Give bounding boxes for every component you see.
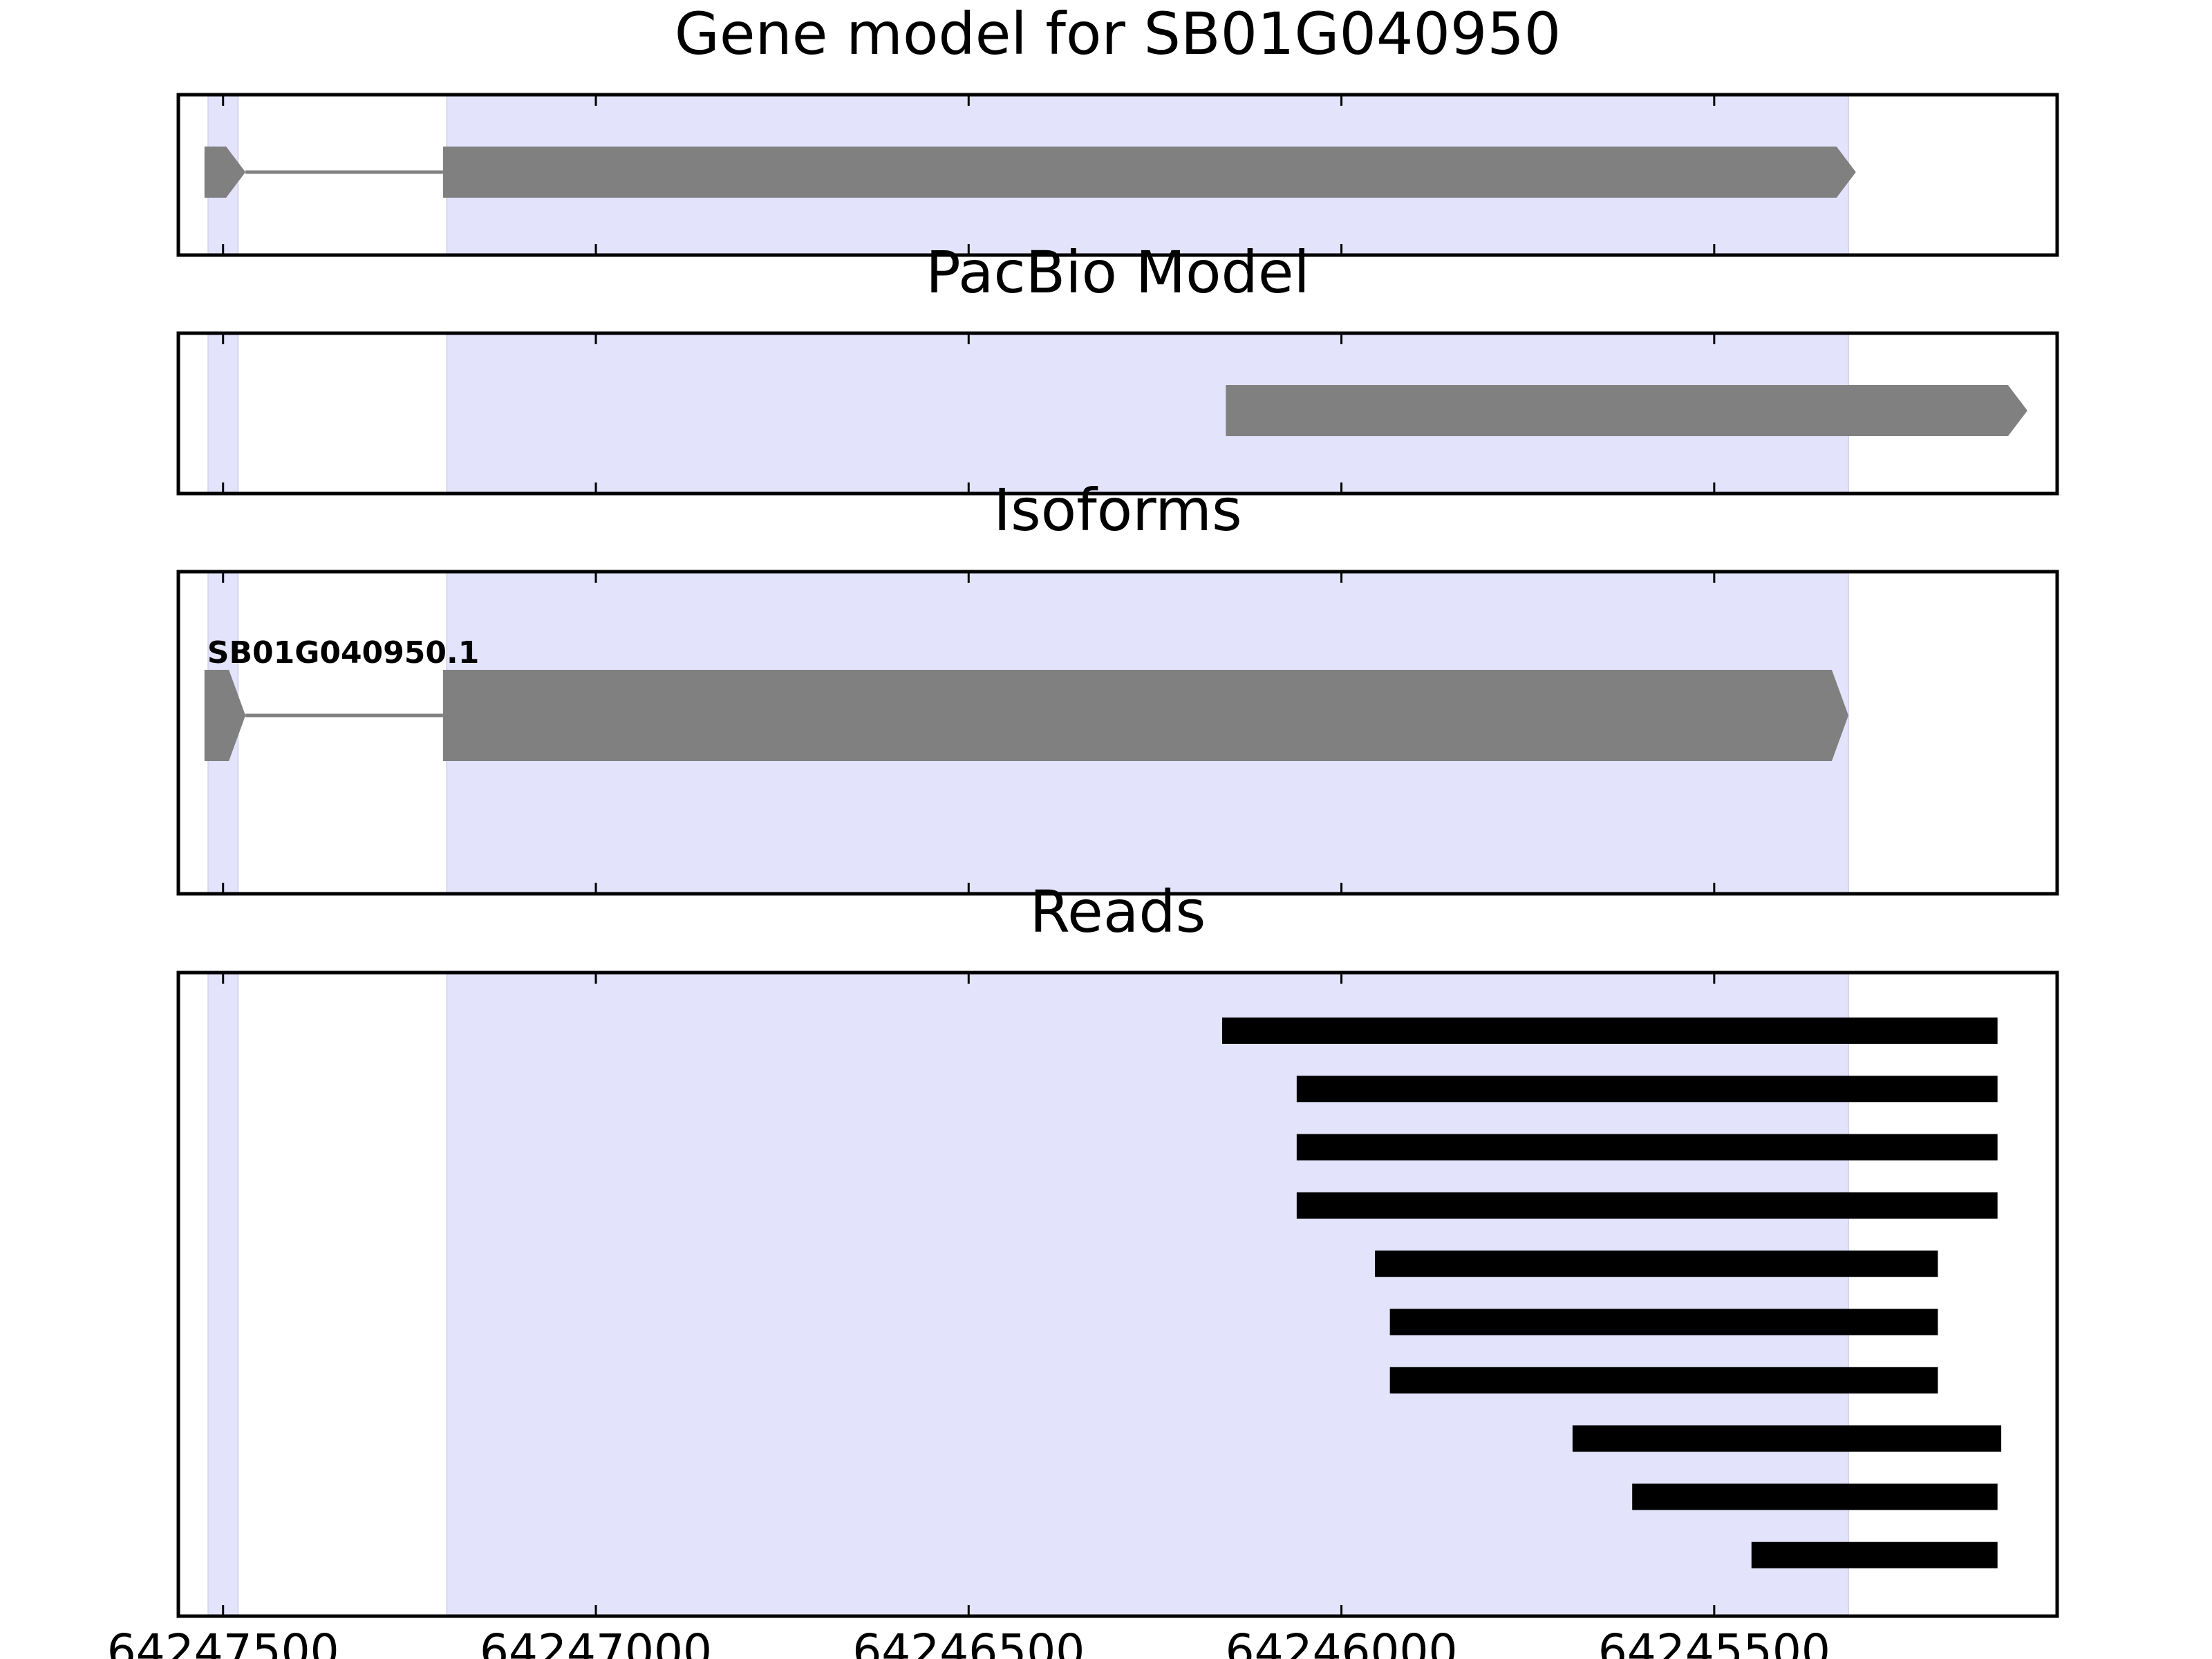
read-bar	[1632, 1483, 1998, 1510]
isoform-label: SB01G040950.1	[207, 635, 480, 671]
panel-isoforms: Isoforms SB01G040950.1	[176, 476, 2059, 896]
read-bar	[1572, 1425, 2002, 1452]
x-tick-label: 64246000	[1226, 1624, 1458, 1659]
panel-frame	[176, 331, 2059, 496]
panel-title: PacBio Model	[926, 238, 1310, 306]
exon-block	[204, 147, 246, 198]
x-tick-label: 64246500	[852, 1624, 1085, 1659]
panel-frame	[176, 971, 2059, 1618]
x-tick-label: 64247000	[480, 1624, 712, 1659]
read-bar	[1296, 1192, 1998, 1219]
panel-title: Gene model for SB01G040950	[675, 0, 1561, 68]
x-tick-label: 64247500	[107, 1624, 339, 1659]
read-bar	[1389, 1367, 1938, 1394]
read-bar	[1296, 1134, 1998, 1161]
highlight-region	[207, 332, 239, 494]
read-bar	[1222, 1018, 1998, 1044]
x-tick-label: 64245500	[1598, 1624, 1830, 1659]
read-bar	[1296, 1076, 1998, 1103]
exon-block	[442, 670, 1848, 761]
panel-frame	[176, 570, 2059, 896]
exon-block	[1226, 385, 2027, 436]
x-tick-labels: 64247500 64247000 64246500 64246000 64245500	[107, 1624, 1830, 1659]
exon-block	[442, 147, 1856, 198]
panel-frame	[176, 93, 2059, 257]
highlight-region	[207, 972, 239, 1617]
panel-pacbio-model: PacBio Model	[176, 238, 2059, 496]
panel-reads: Reads	[176, 878, 2059, 1618]
panel-gene-model: Gene model for SB01G040950	[176, 0, 2059, 257]
read-bar	[1389, 1309, 1938, 1335]
exon-block	[204, 670, 246, 761]
read-bar	[1751, 1541, 1998, 1568]
highlight-region	[446, 972, 1849, 1617]
read-bar	[1375, 1250, 1938, 1277]
panel-title: Reads	[1030, 878, 1206, 946]
panel-title: Isoforms	[993, 476, 1242, 544]
